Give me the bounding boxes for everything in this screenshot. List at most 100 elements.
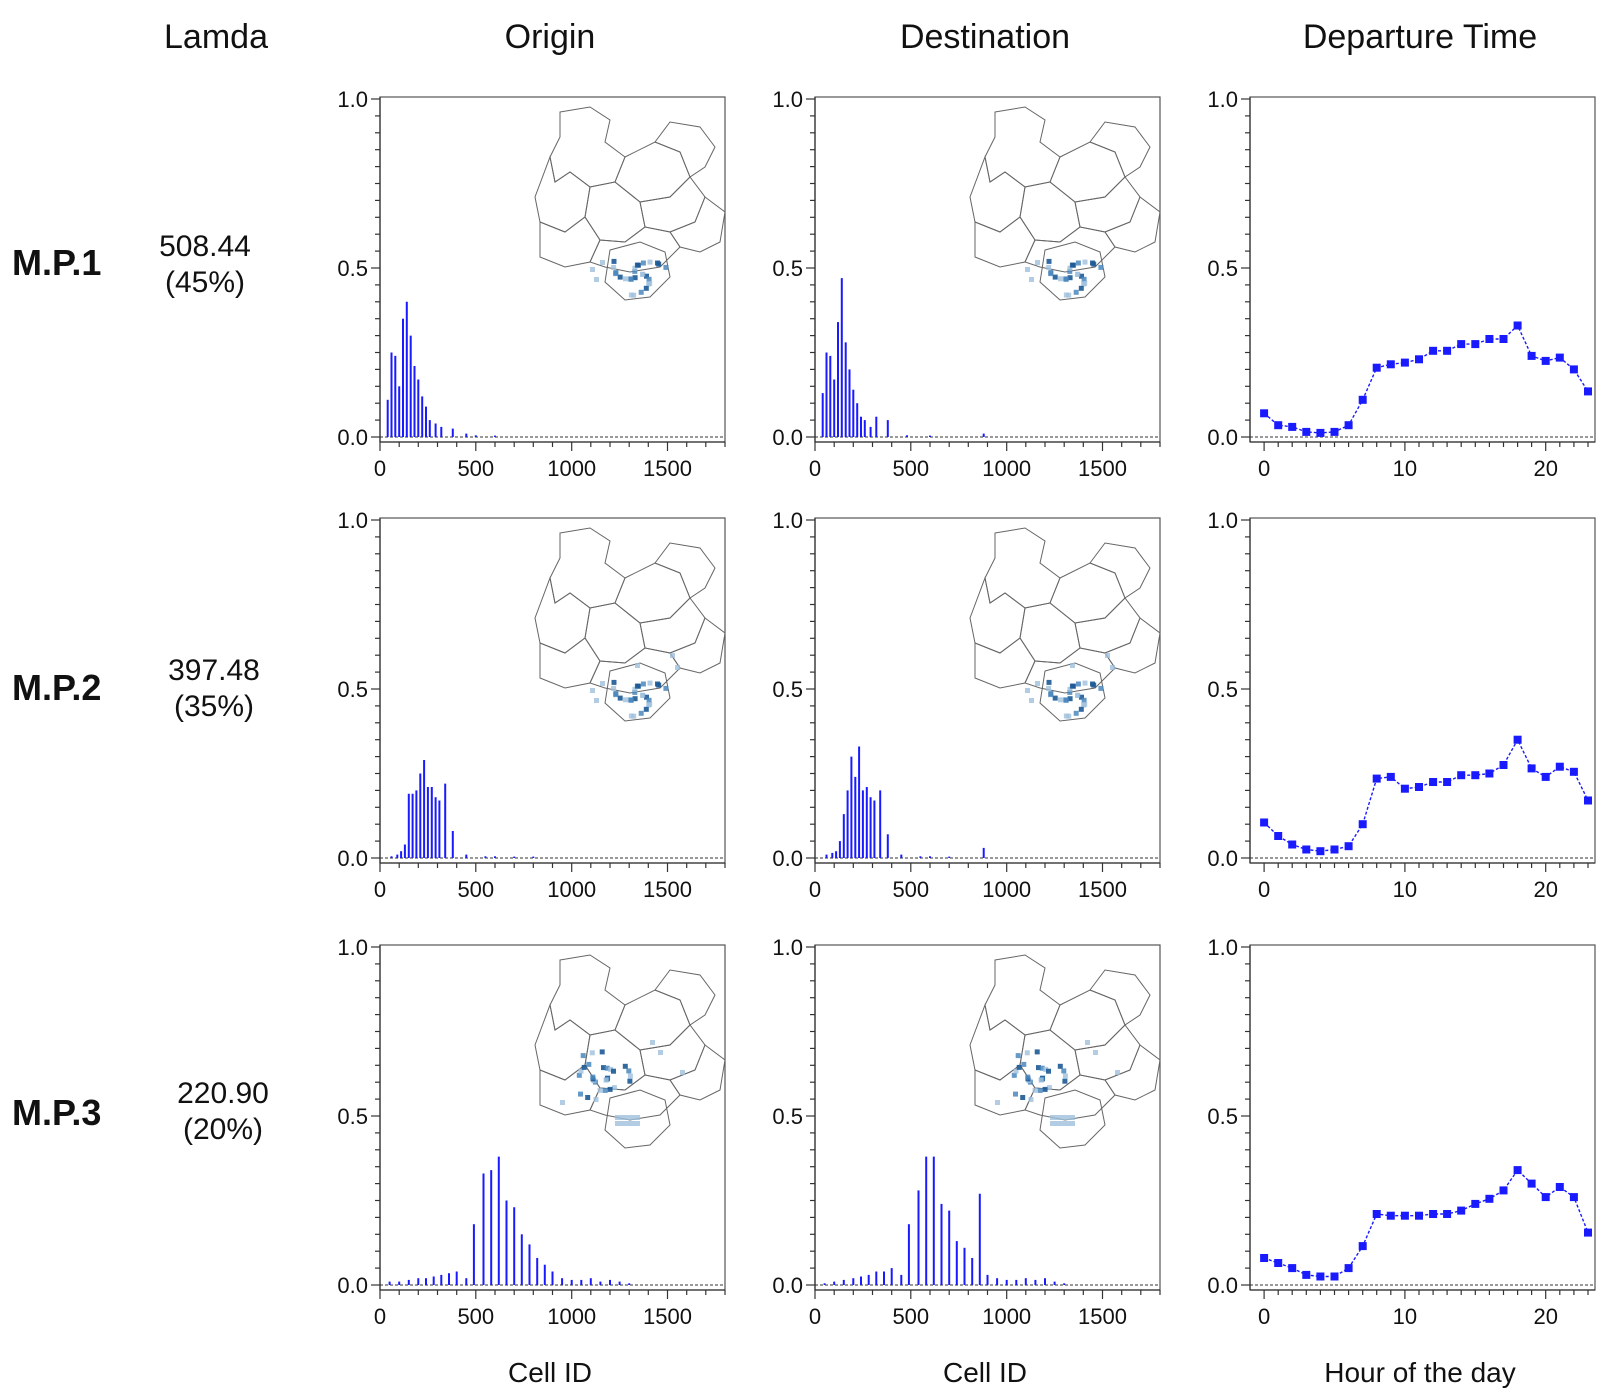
data-point: [1513, 1166, 1522, 1175]
data-point: [1527, 764, 1536, 773]
map-cell: [670, 653, 675, 658]
map-cell: [597, 1087, 603, 1093]
y-tick-label: 1.0: [772, 935, 803, 960]
lamda-pct-mp2: (35%): [174, 690, 254, 723]
map-cell: [1069, 262, 1075, 268]
map-region: [1089, 121, 1151, 178]
map-cell: [1065, 1115, 1070, 1120]
plot-frame: [1249, 96, 1596, 443]
y-tick-label: 1.0: [772, 508, 803, 533]
header-departure-time: Departure Time: [1303, 18, 1537, 56]
map-region: [589, 1074, 681, 1121]
plot-frame: [1249, 944, 1596, 1291]
series-line: [1263, 324, 1589, 434]
map-cell: [586, 1061, 592, 1067]
map-region: [1089, 542, 1151, 599]
map-cell: [620, 1121, 625, 1126]
map-cell: [611, 1085, 617, 1091]
map-region: [1039, 1089, 1106, 1149]
x-tick-label: 0: [374, 877, 386, 902]
row-label-mp3: M.P.3: [12, 1092, 101, 1133]
map-cell: [646, 697, 652, 703]
map-cell: [611, 264, 617, 270]
xlabel-destination: Cell ID: [943, 1357, 1027, 1388]
map-region: [974, 637, 1036, 689]
lamda-value-mp1: 508.44: [159, 230, 251, 263]
header-destination: Destination: [900, 18, 1070, 56]
data-point: [1344, 842, 1353, 851]
data-point: [1316, 428, 1325, 437]
map-cell: [1032, 1087, 1038, 1093]
data-point: [1584, 1228, 1592, 1237]
x-tick-label: 10: [1393, 456, 1417, 481]
map-cell: [1060, 1115, 1065, 1120]
map-cell: [578, 1091, 583, 1097]
data-point: [1443, 346, 1452, 355]
data-point: [1344, 421, 1353, 430]
map-cell: [1082, 701, 1088, 707]
map-region: [604, 241, 671, 301]
map-cell: [580, 1053, 586, 1059]
map-cell: [635, 1115, 640, 1120]
map-cell: [647, 259, 653, 265]
map-region: [654, 969, 716, 1026]
map-cell: [622, 1063, 628, 1069]
map-cell: [1067, 265, 1073, 271]
panel-mp2-origin: 0.0 0.5 1.0 0 500 1000 1500: [337, 508, 726, 902]
y-tick-label: 0.0: [337, 425, 368, 450]
map-cell: [1093, 1050, 1098, 1055]
panel-mp3-origin: 0.0 0.5 1.0 0 500 1000 1500: [337, 935, 726, 1329]
data-point: [1457, 1206, 1466, 1215]
data-point: [1569, 365, 1578, 374]
map-region: [1104, 196, 1161, 253]
map-cell: [613, 271, 619, 277]
map-cell: [594, 277, 599, 282]
map-cell: [1090, 260, 1095, 266]
data-point: [1330, 427, 1339, 436]
map-cell: [1046, 264, 1052, 270]
map-inset: [534, 527, 726, 722]
map-cell: [602, 1087, 608, 1093]
plot-frame: [814, 944, 1161, 1291]
data-point: [1274, 832, 1283, 840]
map-inset: [969, 954, 1161, 1149]
map-region: [589, 226, 681, 273]
map-cell: [655, 260, 660, 266]
x-tick-label: 10: [1393, 877, 1417, 902]
data-point: [1471, 1199, 1480, 1208]
map-cell: [600, 260, 605, 265]
y-tick-label: 0.0: [772, 1273, 803, 1298]
data-point: [1386, 772, 1395, 781]
map-cell: [600, 681, 605, 686]
map-cell: [1066, 292, 1072, 298]
xlabel-hour: Hour of the day: [1324, 1357, 1515, 1388]
map-cell: [1057, 1063, 1063, 1069]
data-point: [1429, 346, 1438, 355]
panel-mp1-departure-time: 0.0 0.5 1.0 0 10 20: [1207, 87, 1596, 481]
map-cell: [1042, 1086, 1048, 1092]
data-point: [1358, 820, 1367, 829]
map-cell: [1058, 697, 1063, 703]
map-cell: [1070, 1115, 1075, 1120]
map-cell: [601, 1065, 606, 1071]
panel-mp1-destination: 0.0 0.5 1.0 0 500 1000 1500: [772, 87, 1161, 481]
y-tick-label: 0.0: [772, 425, 803, 450]
map-cell: [593, 1097, 599, 1102]
map-cell: [1046, 679, 1052, 685]
map-cell: [663, 685, 669, 691]
map-cell: [640, 271, 646, 277]
map-cell: [632, 696, 638, 702]
data-point: [1316, 1272, 1325, 1281]
map-cell: [643, 285, 649, 291]
map-cell: [1046, 1068, 1051, 1074]
map-region: [974, 1064, 1036, 1116]
map-cell: [627, 1073, 633, 1079]
y-tick-label: 0.5: [1207, 677, 1238, 702]
map-cell: [1061, 1068, 1067, 1074]
x-tick-label: 1500: [1078, 1304, 1127, 1329]
data-point: [1584, 387, 1592, 396]
x-tick-label: 500: [892, 1304, 929, 1329]
map-cell: [1016, 1064, 1022, 1070]
data-point: [1260, 409, 1269, 418]
